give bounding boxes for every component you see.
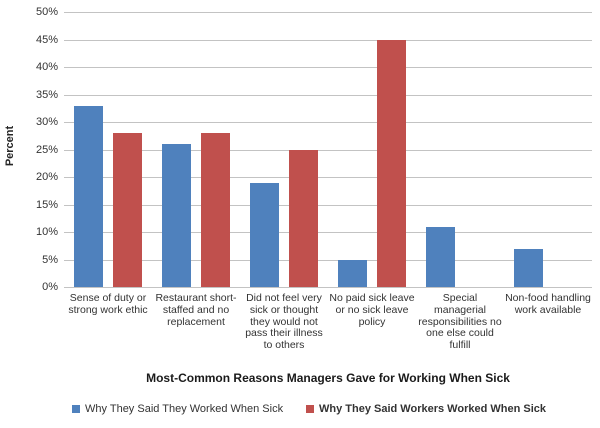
y-tick-label: 50% xyxy=(35,6,58,18)
x-category-label: Non-food handling work available xyxy=(505,292,591,316)
gridline xyxy=(64,39,592,41)
x-axis-labels: Sense of duty or strong work ethic Restau… xyxy=(64,292,592,352)
y-tick-label: 5% xyxy=(42,253,58,266)
bar-group xyxy=(64,12,152,287)
legend-item: Why They Said Workers Worked When Sick xyxy=(306,402,546,416)
legend-label: Why They Said They Worked When Sick xyxy=(85,403,284,415)
y-axis-ticks: 0% 5% 10% 15% 20% 25% 30% 35% 40% 45% 50% xyxy=(0,6,58,293)
gridline xyxy=(64,67,592,68)
y-tick-label: 10% xyxy=(35,226,58,238)
legend-swatch-icon xyxy=(72,405,80,413)
bar xyxy=(74,105,103,287)
y-tick-label: 20% xyxy=(35,171,58,183)
legend-swatch-icon xyxy=(306,405,314,413)
y-tick-label: 35% xyxy=(35,88,58,101)
plot-area xyxy=(64,12,592,288)
x-category-label: Restaurant short-staffed and no replacem… xyxy=(155,292,237,328)
bar xyxy=(426,226,455,287)
gridline xyxy=(64,12,592,13)
x-category-label: Sense of duty or strong work ethic xyxy=(68,292,148,316)
y-tick-label: 15% xyxy=(35,198,58,211)
y-tick-label: 40% xyxy=(35,61,58,73)
bar xyxy=(289,149,318,287)
gridline xyxy=(64,259,592,261)
y-tick-label: 30% xyxy=(35,116,58,128)
x-category-label: No paid sick leave or no sick leave poli… xyxy=(329,292,415,328)
bar xyxy=(113,133,142,287)
x-category-label: Did not feel very sick or thought they w… xyxy=(245,292,323,351)
bar xyxy=(514,248,543,287)
bar-group xyxy=(328,12,416,287)
y-tick-label: 0% xyxy=(42,281,58,293)
x-category-label: Special managerial responsibilities no o… xyxy=(418,292,502,351)
bar xyxy=(201,133,230,287)
bar xyxy=(338,259,367,287)
y-tick-label: 45% xyxy=(35,33,58,46)
bar xyxy=(377,39,406,287)
gridline xyxy=(64,204,592,206)
y-tick-label: 25% xyxy=(35,143,58,156)
gridline xyxy=(64,122,592,123)
bar-groups xyxy=(64,12,592,287)
bar-group xyxy=(416,12,504,287)
legend-item: Why They Said They Worked When Sick xyxy=(72,402,283,416)
bar xyxy=(162,144,191,287)
x-axis-title: Most-Common Reasons Managers Gave for Wo… xyxy=(146,371,510,385)
gridline xyxy=(64,287,592,288)
bar-group xyxy=(152,12,240,287)
legend: Why They Said They Worked When Sick Why T… xyxy=(0,402,600,418)
bar xyxy=(250,182,279,287)
gridline xyxy=(64,149,592,151)
gridline xyxy=(64,177,592,178)
gridline xyxy=(64,94,592,96)
legend-label: Why They Said Workers Worked When Sick xyxy=(319,403,546,415)
bar-group xyxy=(504,12,592,287)
bar-group xyxy=(240,12,328,287)
gridline xyxy=(64,232,592,233)
